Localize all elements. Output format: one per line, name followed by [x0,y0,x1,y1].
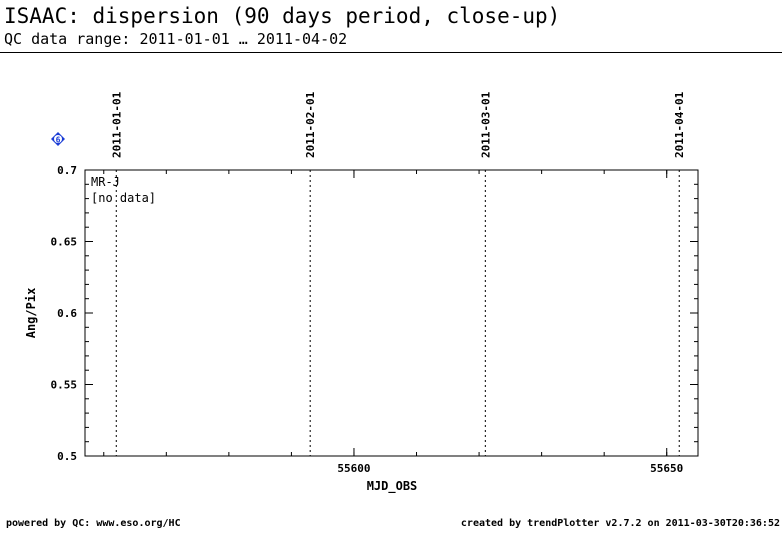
page-subtitle: QC data range: 2011-01-01 … 2011-04-02 [4,30,348,48]
y-tick-label: 0.65 [51,236,78,249]
x-axis-label: MJD_OBS [367,479,418,494]
header-divider [0,52,782,53]
y-tick-label: 0.6 [57,307,77,320]
date-marker-label: 2011-01-01 [110,91,123,158]
badge-diamond-icon: 6 [51,132,65,146]
footer-created-by: created by trendPlotter v2.7.2 on 2011-0… [460,518,780,529]
page-title: ISAAC: dispersion (90 days period, close… [4,4,561,28]
x-tick-label: 55600 [337,462,370,475]
footer-powered-by: powered by QC: www.eso.org/HC [6,518,181,529]
series-label: MR-J [91,175,120,189]
date-marker-label: 2011-02-01 [304,91,317,158]
date-marker-label: 2011-03-01 [479,91,492,158]
badge-label: 6 [56,136,61,145]
date-marker-label: 2011-04-01 [673,91,686,158]
plot-frame [84,169,699,457]
x-tick-label: 55650 [650,462,683,475]
y-axis-label: Ang/Pix [24,288,38,339]
y-tick-label: 0.5 [57,450,77,463]
no-data-annotation: [no data] [91,191,156,205]
y-tick-label: 0.7 [57,164,77,177]
y-tick-label: 0.55 [51,379,78,392]
